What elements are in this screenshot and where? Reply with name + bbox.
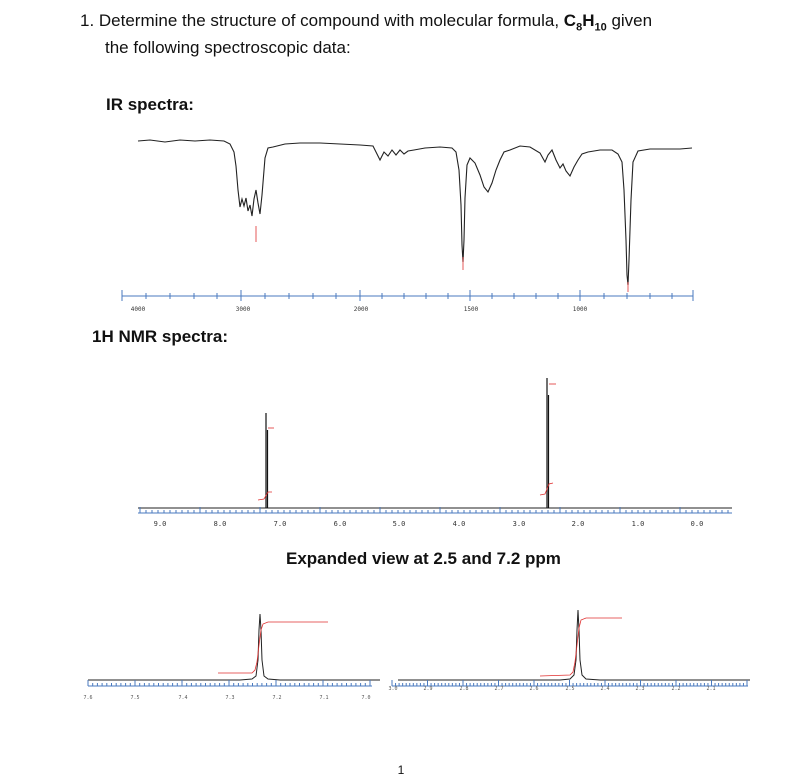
expanded-right-tick-label: 2.9 xyxy=(423,686,432,692)
nmr-tick-label: 7.0 xyxy=(274,520,287,528)
expanded-left-trace xyxy=(88,613,380,681)
expanded-right-tick-label: 2.5 xyxy=(565,686,574,692)
nmr-tick-label: 6.0 xyxy=(334,520,347,528)
expanded-right-tick-label: 2.4 xyxy=(600,686,609,692)
nmr-tick-label: 2.0 xyxy=(572,520,585,528)
question-line-1: 1. Determine the structure of compound w… xyxy=(80,11,652,33)
nmr-heading: 1H NMR spectra: xyxy=(92,327,229,346)
expanded-right-tick-label: 2.7 xyxy=(494,686,503,692)
question-suffix: given xyxy=(606,11,653,30)
molecular-formula: C8H10 xyxy=(563,11,607,34)
nmr-tick-label: 5.0 xyxy=(393,520,406,528)
ir-tick-label: 3000 xyxy=(236,306,251,313)
ir-peak-markers xyxy=(255,226,629,292)
expanded-left-tick-label: 7.1 xyxy=(319,695,328,701)
expanded-right-tick-label: 3.0 xyxy=(388,686,397,692)
page-number: 1 xyxy=(397,763,405,777)
ir-tick-label: 1500 xyxy=(464,306,479,313)
ir-tick-labels: 4000 3000 2000 1500 1000 xyxy=(131,306,588,313)
expanded-left-tick-label: 7.3 xyxy=(225,695,234,701)
nmr-peak-2-5 xyxy=(546,378,550,508)
expanded-right-tick-label: 2.6 xyxy=(529,686,538,692)
nmr-integrals xyxy=(257,383,556,501)
nmr-tick-label: 3.0 xyxy=(513,520,526,528)
ir-tick-label: 2000 xyxy=(354,306,369,313)
nmr-peak-7-2 xyxy=(265,413,269,508)
nmr-tick-labels: 9.0 8.0 7.0 6.0 5.0 4.0 3.0 2.0 1.0 0.0 xyxy=(154,520,704,528)
nmr-tick-label: 1.0 xyxy=(632,520,645,528)
nmr-x-axis xyxy=(138,507,732,514)
expanded-right-tick-label: 2.8 xyxy=(459,686,468,692)
expanded-view-heading: Expanded view at 2.5 and 7.2 ppm xyxy=(286,549,561,568)
nmr-tick-label: 9.0 xyxy=(154,520,167,528)
expanded-right-axis xyxy=(391,680,748,687)
ir-tick-label: 1000 xyxy=(573,306,588,313)
question-line-2: the following spectroscopic data: xyxy=(105,38,351,57)
ir-x-axis xyxy=(121,290,694,301)
nmr-tick-label: 4.0 xyxy=(453,520,466,528)
ir-tick-label: 4000 xyxy=(131,306,146,313)
ir-heading: IR spectra: xyxy=(106,95,194,114)
expanded-left-tick-label: 7.4 xyxy=(178,695,187,701)
nmr-tick-label: 8.0 xyxy=(214,520,227,528)
ir-trace xyxy=(137,139,693,286)
expanded-left-tick-label: 7.0 xyxy=(361,695,370,701)
expanded-left-tick-label: 7.6 xyxy=(83,695,92,701)
expanded-left-integral xyxy=(218,621,328,674)
expanded-left-tick-label: 7.2 xyxy=(272,695,281,701)
expanded-right-tick-labels: 3.0 2.9 2.8 2.7 2.6 2.5 2.4 2.3 2.2 2.1 xyxy=(388,686,715,692)
expanded-left-tick-labels: 7.6 7.5 7.4 7.3 7.2 7.1 7.0 xyxy=(83,695,370,701)
expanded-right-tick-label: 2.1 xyxy=(706,686,715,692)
expanded-right-tick-label: 2.3 xyxy=(635,686,644,692)
expanded-right-tick-label: 2.2 xyxy=(671,686,680,692)
expanded-left-tick-label: 7.5 xyxy=(130,695,139,701)
expanded-right-trace xyxy=(398,609,750,681)
expanded-right-integral xyxy=(539,617,622,677)
expanded-left-axis xyxy=(87,680,372,687)
nmr-tick-label: 0.0 xyxy=(691,520,704,528)
question-prefix: 1. Determine the structure of compound w… xyxy=(80,11,564,30)
